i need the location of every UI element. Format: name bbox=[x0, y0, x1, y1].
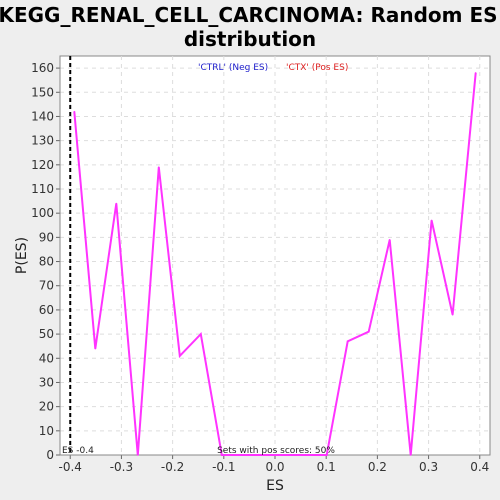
data-point bbox=[178, 355, 181, 357]
chart-title-line-1: KEGG_RENAL_CELL_CARCINOMA: Random ES bbox=[0, 3, 498, 27]
y-tick-label: 150 bbox=[31, 85, 54, 99]
data-point bbox=[115, 202, 118, 205]
x-tick-label: 0.4 bbox=[470, 460, 489, 474]
es-distribution-line bbox=[73, 72, 477, 456]
x-tick-label: 0.1 bbox=[317, 460, 336, 474]
x-tick-label: -0.3 bbox=[110, 460, 133, 474]
y-tick-label: 70 bbox=[39, 279, 54, 293]
pos-scores-label: Sets with pos scores: 50% bbox=[217, 446, 335, 456]
y-tick-label: 40 bbox=[39, 351, 54, 365]
chart-title-line-2: distribution bbox=[184, 27, 316, 51]
x-tick-label: -0.4 bbox=[59, 460, 82, 474]
x-axis-label: ES bbox=[266, 478, 284, 494]
x-tick-label: -0.2 bbox=[161, 460, 184, 474]
y-tick-label: 60 bbox=[39, 303, 54, 317]
x-tick-label: 0.3 bbox=[419, 460, 438, 474]
x-tick-label: 0.2 bbox=[368, 460, 387, 474]
data-point bbox=[388, 238, 391, 241]
legend-entry-ctrl: 'CTRL' (Neg ES) bbox=[198, 63, 268, 73]
x-tick-label: 0.0 bbox=[265, 460, 284, 474]
y-axis-label: P(ES) bbox=[14, 237, 30, 274]
data-point bbox=[137, 454, 139, 456]
data-point bbox=[304, 454, 307, 456]
y-tick-label: 50 bbox=[39, 327, 54, 341]
x-tick-label: -0.1 bbox=[212, 460, 235, 474]
y-tick-label: 0 bbox=[46, 448, 54, 462]
series-layer bbox=[73, 72, 477, 456]
y-tick-label: 10 bbox=[39, 424, 54, 438]
data-point bbox=[451, 313, 454, 316]
y-tick-label: 20 bbox=[39, 400, 54, 414]
data-point bbox=[409, 454, 412, 456]
data-point bbox=[94, 347, 97, 350]
y-tick-label: 100 bbox=[31, 206, 54, 220]
data-point bbox=[73, 110, 76, 113]
data-point bbox=[283, 454, 286, 456]
data-point bbox=[474, 72, 477, 74]
y-tick-label: 110 bbox=[31, 182, 54, 196]
y-tick-label: 90 bbox=[39, 230, 54, 244]
observed-es-label: ES -0.4 bbox=[62, 446, 94, 456]
data-point bbox=[241, 454, 244, 456]
y-tick-label: 160 bbox=[31, 61, 54, 75]
data-point bbox=[430, 219, 433, 222]
y-tick-label: 30 bbox=[39, 375, 54, 389]
data-point bbox=[157, 166, 160, 169]
data-point bbox=[367, 330, 370, 333]
data-point bbox=[220, 454, 223, 456]
data-point bbox=[262, 454, 265, 456]
legend-entry-ctx: 'CTX' (Pos ES) bbox=[286, 63, 348, 73]
data-point bbox=[325, 454, 328, 456]
y-tick-label: 120 bbox=[31, 158, 54, 172]
data-point bbox=[199, 333, 202, 335]
y-tick-label: 140 bbox=[31, 109, 54, 123]
data-point bbox=[346, 340, 349, 343]
y-tick-label: 80 bbox=[39, 255, 54, 269]
y-tick-label: 130 bbox=[31, 134, 54, 148]
